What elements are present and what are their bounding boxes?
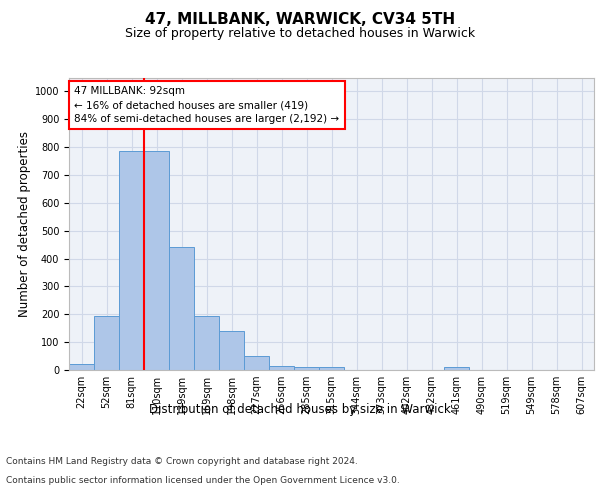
Y-axis label: Number of detached properties: Number of detached properties bbox=[17, 130, 31, 317]
Bar bbox=[119, 152, 144, 370]
Bar bbox=[294, 366, 319, 370]
Bar bbox=[244, 356, 269, 370]
Bar bbox=[94, 316, 119, 370]
Bar bbox=[319, 366, 344, 370]
Bar bbox=[444, 367, 469, 370]
Text: 47 MILLBANK: 92sqm
← 16% of detached houses are smaller (419)
84% of semi-detach: 47 MILLBANK: 92sqm ← 16% of detached hou… bbox=[74, 86, 340, 124]
Text: 47, MILLBANK, WARWICK, CV34 5TH: 47, MILLBANK, WARWICK, CV34 5TH bbox=[145, 12, 455, 28]
Bar bbox=[69, 364, 94, 370]
Text: Contains HM Land Registry data © Crown copyright and database right 2024.: Contains HM Land Registry data © Crown c… bbox=[6, 458, 358, 466]
Text: Contains public sector information licensed under the Open Government Licence v3: Contains public sector information licen… bbox=[6, 476, 400, 485]
Bar bbox=[219, 331, 244, 370]
Bar bbox=[169, 248, 194, 370]
Bar bbox=[194, 316, 219, 370]
Text: Size of property relative to detached houses in Warwick: Size of property relative to detached ho… bbox=[125, 28, 475, 40]
Bar bbox=[144, 152, 169, 370]
Bar bbox=[269, 366, 294, 370]
Text: Distribution of detached houses by size in Warwick: Distribution of detached houses by size … bbox=[149, 402, 451, 415]
